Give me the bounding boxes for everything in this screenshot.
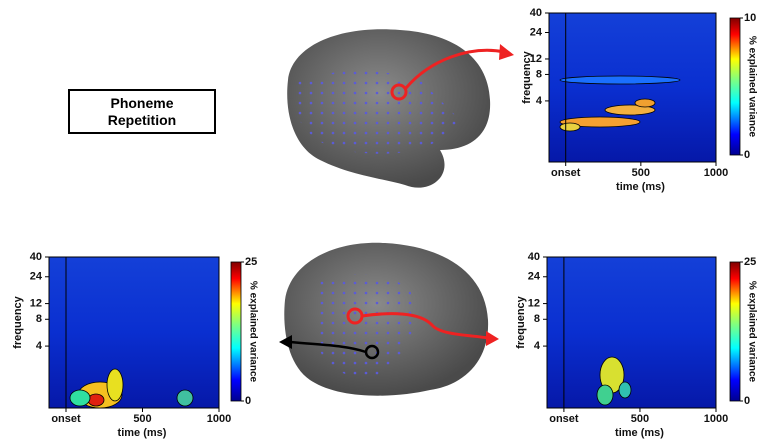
x-tick-label: 500 xyxy=(631,413,649,425)
spectrogram-cluster xyxy=(70,390,90,406)
y-tick-label: 40 xyxy=(530,7,542,19)
y-tick-label: 8 xyxy=(36,313,42,325)
brain-bottom xyxy=(279,243,499,396)
page: 40241284onset5001000time (ms)frequency10… xyxy=(0,0,757,443)
x-axis-label: time (ms) xyxy=(615,427,664,439)
y-axis-label: frequency xyxy=(515,295,527,348)
colorbar-tick-label: 0 xyxy=(245,395,251,407)
spectrogram-cluster xyxy=(560,123,580,131)
y-tick-label: 4 xyxy=(534,340,541,352)
x-tick-label: onset xyxy=(551,167,581,179)
y-tick-label: 8 xyxy=(536,68,542,80)
colorbar-tick-label: 25 xyxy=(744,256,756,268)
spectrogram xyxy=(547,257,716,408)
condition-label: Phoneme Repetition xyxy=(68,89,216,134)
y-tick-label: 24 xyxy=(30,271,43,283)
x-tick-label: 500 xyxy=(133,413,151,425)
y-tick-label: 40 xyxy=(30,251,42,263)
colorbar-label: % explained variance xyxy=(746,36,757,138)
x-tick-label: 1000 xyxy=(704,413,728,425)
spectrogram-cluster xyxy=(597,385,613,405)
figure: 40241284onset5001000time (ms)frequency10… xyxy=(0,0,757,443)
y-tick-label: 4 xyxy=(36,340,43,352)
y-tick-label: 12 xyxy=(30,297,42,309)
colorbar xyxy=(730,18,740,155)
spectrogram-cluster xyxy=(619,382,631,398)
x-axis-label: time (ms) xyxy=(616,181,665,193)
spectrogram-panel: 40 24 12 8 4 onset 500 1000 time (ms) frequency 25… xyxy=(12,251,258,439)
colorbar-label: % explained variance xyxy=(746,281,757,383)
y-tick-label: 4 xyxy=(536,95,543,107)
spectrogram-cluster xyxy=(177,390,193,406)
spectrogram xyxy=(49,257,219,408)
colorbar xyxy=(730,262,740,401)
y-axis-label: frequency xyxy=(12,295,24,348)
x-tick-label: onset xyxy=(549,413,579,425)
y-tick-label: 12 xyxy=(528,297,540,309)
spectrogram-cluster xyxy=(635,99,655,107)
y-tick-label: 8 xyxy=(534,313,540,325)
x-tick-label: 1000 xyxy=(704,167,728,179)
colorbar xyxy=(231,262,241,401)
colorbar-tick-label: 10 xyxy=(744,12,756,24)
brain-top xyxy=(287,29,514,187)
y-tick-label: 24 xyxy=(530,26,543,38)
colorbar-tick-label: 25 xyxy=(245,256,257,268)
y-axis-label: frequency xyxy=(521,50,533,103)
colorbar-label: % explained variance xyxy=(247,281,258,383)
spectrogram-cluster xyxy=(88,394,104,406)
spectrogram-cluster xyxy=(107,369,123,401)
x-tick-label: onset xyxy=(51,413,81,425)
colorbar-tick-label: 0 xyxy=(744,149,750,161)
x-axis-label: time (ms) xyxy=(118,427,167,439)
figure-graphics: 40241284onset5001000time (ms)frequency10… xyxy=(0,0,757,443)
colorbar-tick-label: 0 xyxy=(744,395,750,407)
y-tick-label: 40 xyxy=(528,251,540,263)
spectrogram-panel: 40 24 12 8 4 onset 500 1000 time (ms) frequency 25… xyxy=(515,251,757,439)
x-tick-label: 500 xyxy=(632,167,650,179)
spectrogram-cluster xyxy=(560,76,680,84)
spectrogram xyxy=(549,13,716,162)
x-tick-label: 1000 xyxy=(207,413,231,425)
y-tick-label: 24 xyxy=(528,271,541,283)
